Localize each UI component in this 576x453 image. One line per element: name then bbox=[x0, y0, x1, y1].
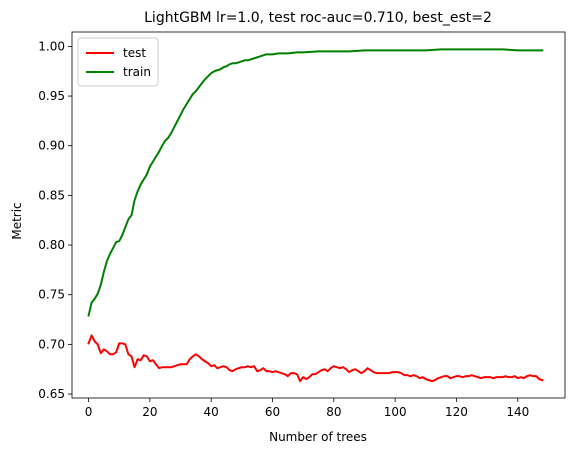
x-tick-label: 0 bbox=[85, 405, 93, 419]
series-line-train bbox=[87, 48, 544, 317]
y-tick-label: 0.65 bbox=[38, 387, 65, 401]
legend-box bbox=[77, 37, 159, 87]
legend-label-test: test bbox=[123, 46, 146, 60]
y-tick-label: 0.90 bbox=[38, 139, 65, 153]
y-tick-label: 1.00 bbox=[38, 39, 65, 53]
chart-title: LightGBM lr=1.0, test roc-auc=0.710, bes… bbox=[144, 10, 492, 26]
plot-area: 0 20 40 60 80 100 120 140 0.65 0.70 0.75 0.80 0.85 0.… bbox=[38, 31, 566, 419]
y-tick-label: 0.80 bbox=[38, 238, 65, 252]
y-tick-label: 0.75 bbox=[38, 288, 65, 302]
x-tick-label: 80 bbox=[326, 405, 341, 419]
x-tick-label: 20 bbox=[142, 405, 157, 419]
axes-frame bbox=[71, 31, 566, 399]
x-tick-label: 100 bbox=[384, 405, 407, 419]
series-line-test bbox=[87, 334, 544, 383]
y-tick-label: 0.95 bbox=[38, 89, 65, 103]
y-axis-label: Metric bbox=[10, 202, 24, 239]
y-tick-label: 0.70 bbox=[38, 337, 65, 351]
x-tick-label: 60 bbox=[265, 405, 280, 419]
x-axis-label: Number of trees bbox=[269, 430, 367, 444]
x-tick-label: 40 bbox=[204, 405, 219, 419]
x-tick-label: 120 bbox=[445, 405, 468, 419]
legend-label-train: train bbox=[123, 65, 151, 79]
y-tick-label: 0.85 bbox=[38, 188, 65, 202]
x-tick-label: 140 bbox=[506, 405, 529, 419]
